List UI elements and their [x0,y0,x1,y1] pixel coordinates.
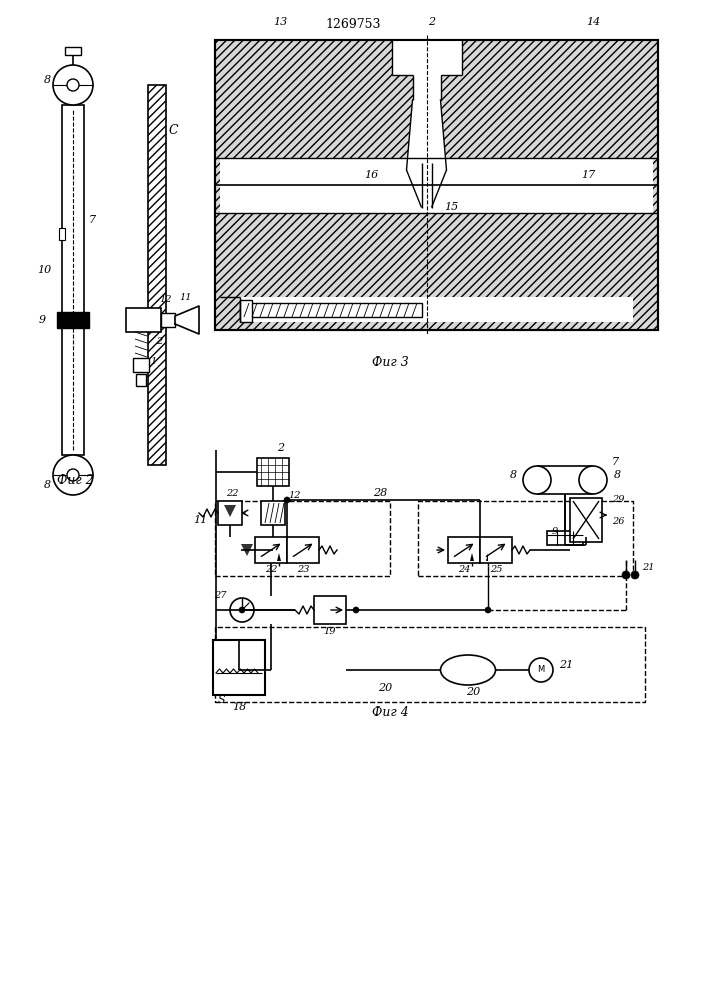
Circle shape [67,469,79,481]
Text: 29: 29 [612,495,624,504]
Bar [215,40,658,330]
Bar [570,498,602,542]
Text: 22: 22 [264,566,277,574]
Bar [448,537,480,563]
Text: 7: 7 [612,457,619,467]
Bar [314,596,346,624]
Text: Фиг 2: Фиг 2 [57,474,93,487]
Text: 24: 24 [457,566,470,574]
Text: 20: 20 [466,687,480,697]
Text: 13: 13 [273,17,287,27]
Text: 14: 14 [586,17,600,27]
Text: C: C [168,123,178,136]
Bar [257,458,289,486]
Bar [421,170,431,195]
Text: Фиг 3: Фиг 3 [372,356,409,368]
Polygon shape [224,505,236,517]
Bar [57,312,89,328]
Text: 8: 8 [510,470,517,480]
Bar [215,501,390,576]
Text: 9: 9 [552,528,558,536]
Text: 25: 25 [490,566,502,574]
Bar [59,228,65,240]
Text: 12: 12 [288,490,301,499]
Bar [218,501,242,525]
Text: 16: 16 [364,170,379,180]
Text: 2: 2 [428,17,435,27]
Text: 7: 7 [88,215,95,225]
Polygon shape [175,306,199,334]
Text: 8: 8 [43,480,51,490]
Bar [215,673,263,693]
Circle shape [579,466,607,494]
Circle shape [485,607,491,613]
Text: 10: 10 [37,265,51,275]
Text: M: M [537,666,544,674]
Text: 20: 20 [378,683,392,693]
Bar [261,501,285,525]
Text: S: S [217,695,225,705]
Text: 21: 21 [559,660,573,670]
Bar [213,640,265,695]
Circle shape [353,607,359,613]
Text: 2: 2 [156,338,162,347]
Text: 8: 8 [614,470,621,480]
Bar [480,537,512,563]
Text: 15: 15 [445,202,459,212]
Circle shape [53,65,93,105]
Polygon shape [486,553,488,561]
Circle shape [67,79,79,91]
Bar [392,40,462,75]
Polygon shape [277,553,281,561]
Ellipse shape [440,655,496,685]
Circle shape [53,455,93,495]
Circle shape [622,571,630,579]
Text: 11: 11 [180,294,192,302]
Text: 28: 28 [373,488,387,498]
Bar [220,157,653,213]
Bar [547,531,583,545]
Polygon shape [407,100,447,170]
Bar [240,300,252,322]
Bar [240,303,421,317]
Text: 18: 18 [232,702,246,712]
Polygon shape [241,544,253,556]
Text: 17: 17 [581,170,595,180]
Bar [161,313,175,327]
Text: 8: 8 [43,75,51,85]
Bar [240,297,633,322]
Bar [287,537,319,563]
Circle shape [523,466,551,494]
Text: 11: 11 [193,515,207,525]
Bar [65,47,81,55]
Bar [418,501,633,576]
Bar [126,308,161,332]
Text: 2: 2 [277,443,284,453]
Bar [215,627,645,702]
Text: 26: 26 [612,518,624,526]
Text: 9: 9 [38,315,45,325]
Circle shape [239,607,245,613]
Bar [215,40,658,330]
Bar [255,537,287,563]
Text: Фиг 4: Фиг 4 [372,706,409,720]
Polygon shape [470,553,474,561]
Text: 21: 21 [642,564,654,572]
Text: 27: 27 [214,590,226,599]
Text: 1: 1 [150,358,156,366]
Bar [62,105,84,455]
Bar [148,85,166,465]
Text: 1269753: 1269753 [325,18,381,31]
Bar [412,73,440,100]
Bar [133,358,149,372]
Text: 22: 22 [226,488,238,497]
Bar [136,374,146,386]
Circle shape [284,497,290,503]
Text: 19: 19 [324,628,337,637]
Circle shape [230,598,254,622]
Text: 12: 12 [160,296,173,304]
Circle shape [529,658,553,682]
Circle shape [631,571,639,579]
Text: 23: 23 [297,566,309,574]
